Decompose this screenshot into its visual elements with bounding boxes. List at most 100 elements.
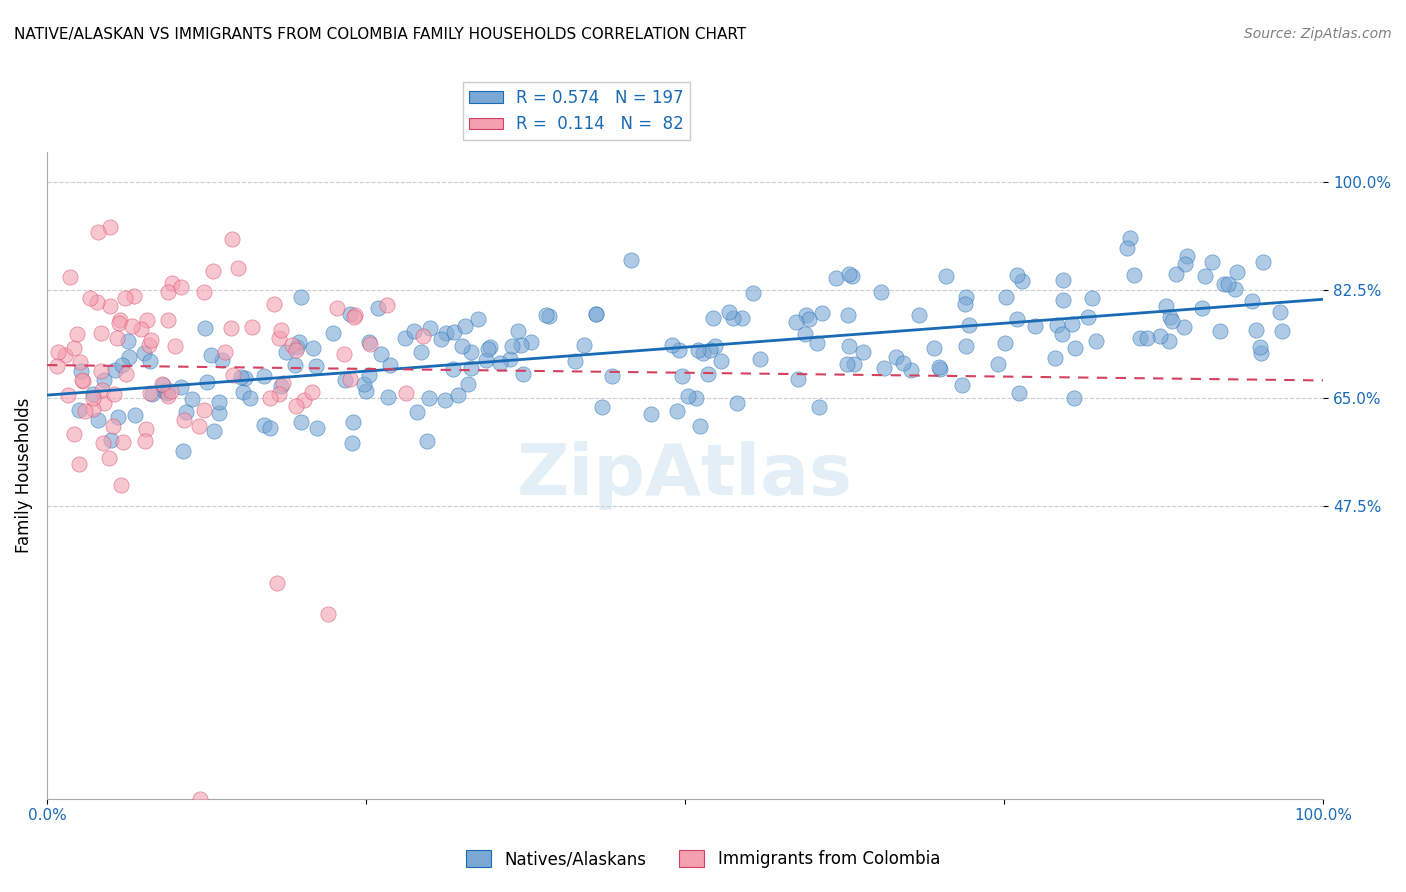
Point [290,290,312,304]
Point [395,386,418,401]
Point [222,368,245,382]
Point [1250,346,1272,360]
Point [150,376,173,391]
Point [139,386,162,401]
Point [333,347,356,361]
Point [292,392,315,407]
Point [699,343,721,357]
Point [498,351,520,366]
Point [91,384,114,398]
Point [1174,257,1197,271]
Point [97,451,120,466]
Point [994,335,1017,350]
Point [1005,312,1028,326]
Point [252,369,274,384]
Point [1164,268,1187,282]
Point [510,338,533,352]
Point [489,356,512,370]
Point [1240,294,1263,309]
Point [377,390,399,404]
Point [82,402,104,417]
Point [240,319,263,334]
Point [723,310,745,325]
Point [98,299,121,313]
Point [710,354,733,368]
Point [202,263,225,277]
Point [134,434,156,449]
Point [1045,351,1067,365]
Point [838,339,860,353]
Point [416,434,439,449]
Point [211,353,233,368]
Point [357,334,380,349]
Point [1084,334,1107,348]
Point [90,326,112,340]
Point [79,291,101,305]
Point [928,360,950,375]
Point [477,343,499,357]
Point [173,412,195,426]
Point [1052,293,1074,307]
Point [59,269,82,284]
Point [785,315,807,329]
Point [141,387,163,401]
Point [316,607,339,621]
Point [692,346,714,360]
Point [402,324,425,338]
Point [194,321,217,335]
Point [1175,249,1198,263]
Point [66,326,89,341]
Point [955,338,977,352]
Point [1223,282,1246,296]
Point [1063,391,1085,405]
Point [208,406,231,420]
Point [411,344,433,359]
Point [666,403,689,417]
Point [90,364,112,378]
Point [322,326,344,340]
Point [103,363,125,377]
Point [136,312,159,326]
Point [1212,277,1234,291]
Point [284,358,307,372]
Point [512,367,534,381]
Point [152,377,174,392]
Point [114,291,136,305]
Point [1116,241,1139,255]
Point [93,373,115,387]
Point [73,403,96,417]
Point [929,362,952,376]
Point [367,301,389,315]
Point [333,374,356,388]
Point [1052,273,1074,287]
Point [841,269,863,284]
Point [343,310,366,324]
Point [454,318,477,333]
Point [741,285,763,300]
Point [1007,268,1029,282]
Point [160,384,183,398]
Point [229,369,252,384]
Point [797,311,820,326]
Point [1201,255,1223,269]
Point [1226,265,1249,279]
Point [326,301,349,315]
Point [671,368,693,383]
Point [170,380,193,394]
Point [193,403,215,417]
Point [259,421,281,435]
Point [285,343,308,357]
Point [232,385,254,400]
Point [370,346,392,360]
Point [987,358,1010,372]
Point [1270,304,1292,318]
Point [837,308,859,322]
Point [86,413,108,427]
Point [572,337,595,351]
Point [172,444,194,458]
Point [702,310,724,325]
Point [377,298,399,312]
Point [794,327,817,342]
Point [339,307,361,321]
Point [103,418,125,433]
